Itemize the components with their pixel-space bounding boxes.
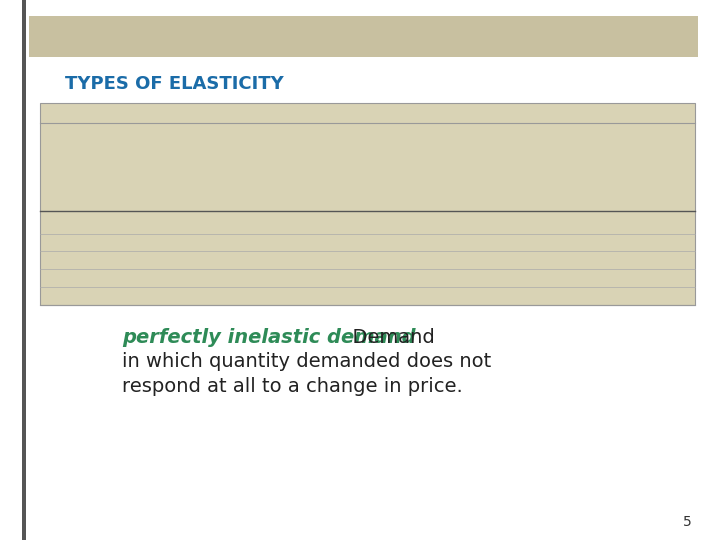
Text: TYPES OF ELASTICITY: TYPES OF ELASTICITY [65,75,284,93]
Text: TABLE 5.1: TABLE 5.1 [52,107,114,117]
Text: Bananas: Bananas [61,275,109,285]
Text: Basic telephone service: Basic telephone service [61,239,194,248]
Text: perfectly inelastic demand: perfectly inelastic demand [122,328,416,347]
Text: -30%: -30% [385,275,414,285]
Text: -10%: -10% [385,256,414,266]
Text: PRODUCT: PRODUCT [61,172,117,182]
Text: +10%: +10% [253,239,287,248]
Text: +10%: +10% [253,256,287,266]
Text: Unitarily elastic: Unitarily elastic [552,256,639,266]
Text: Inelastic: Inelastic [552,239,598,248]
Text: 5: 5 [683,515,691,529]
Text: -1.0: -1.0 [500,256,522,266]
Text: respond at all to a change in price.: respond at all to a change in price. [122,376,463,396]
Text: +10%: +10% [253,275,287,285]
Text: Elastic: Elastic [552,275,588,285]
Text: 0%: 0% [391,221,408,231]
Text: -0.1: -0.1 [500,239,522,248]
Text: Demand: Demand [340,328,435,347]
Text: 0.0: 0.0 [505,221,522,231]
Text: in which quantity demanded does not: in which quantity demanded does not [122,352,492,372]
Text: ELASTICITY
(% ΔQᵈ ÷ %ΔP): ELASTICITY (% ΔQᵈ ÷ %ΔP) [564,153,652,176]
Text: Hypothetical Demand Elasticities for Four Products: Hypothetical Demand Elasticities for Fou… [97,107,425,117]
Text: % CHANGE
IN QUANTITY
DEMANDED
(% ΔQᵈ): % CHANGE IN QUANTITY DEMANDED (% ΔQᵈ) [361,138,438,185]
Text: PRICE ELASTICITY OF DEMAND: PRICE ELASTICITY OF DEMAND [50,25,432,45]
Text: -1%: -1% [389,239,410,248]
Text: Insulin: Insulin [61,221,98,231]
Text: -3.0: -3.0 [500,275,522,285]
Text: Perfectly inelastic: Perfectly inelastic [552,221,651,231]
Text: Beef: Beef [61,256,86,266]
Text: % CHANGE
INPRICE
(% ΔP): % CHANGE INPRICE (% ΔP) [238,147,302,182]
Text: +10%: +10% [253,221,287,231]
